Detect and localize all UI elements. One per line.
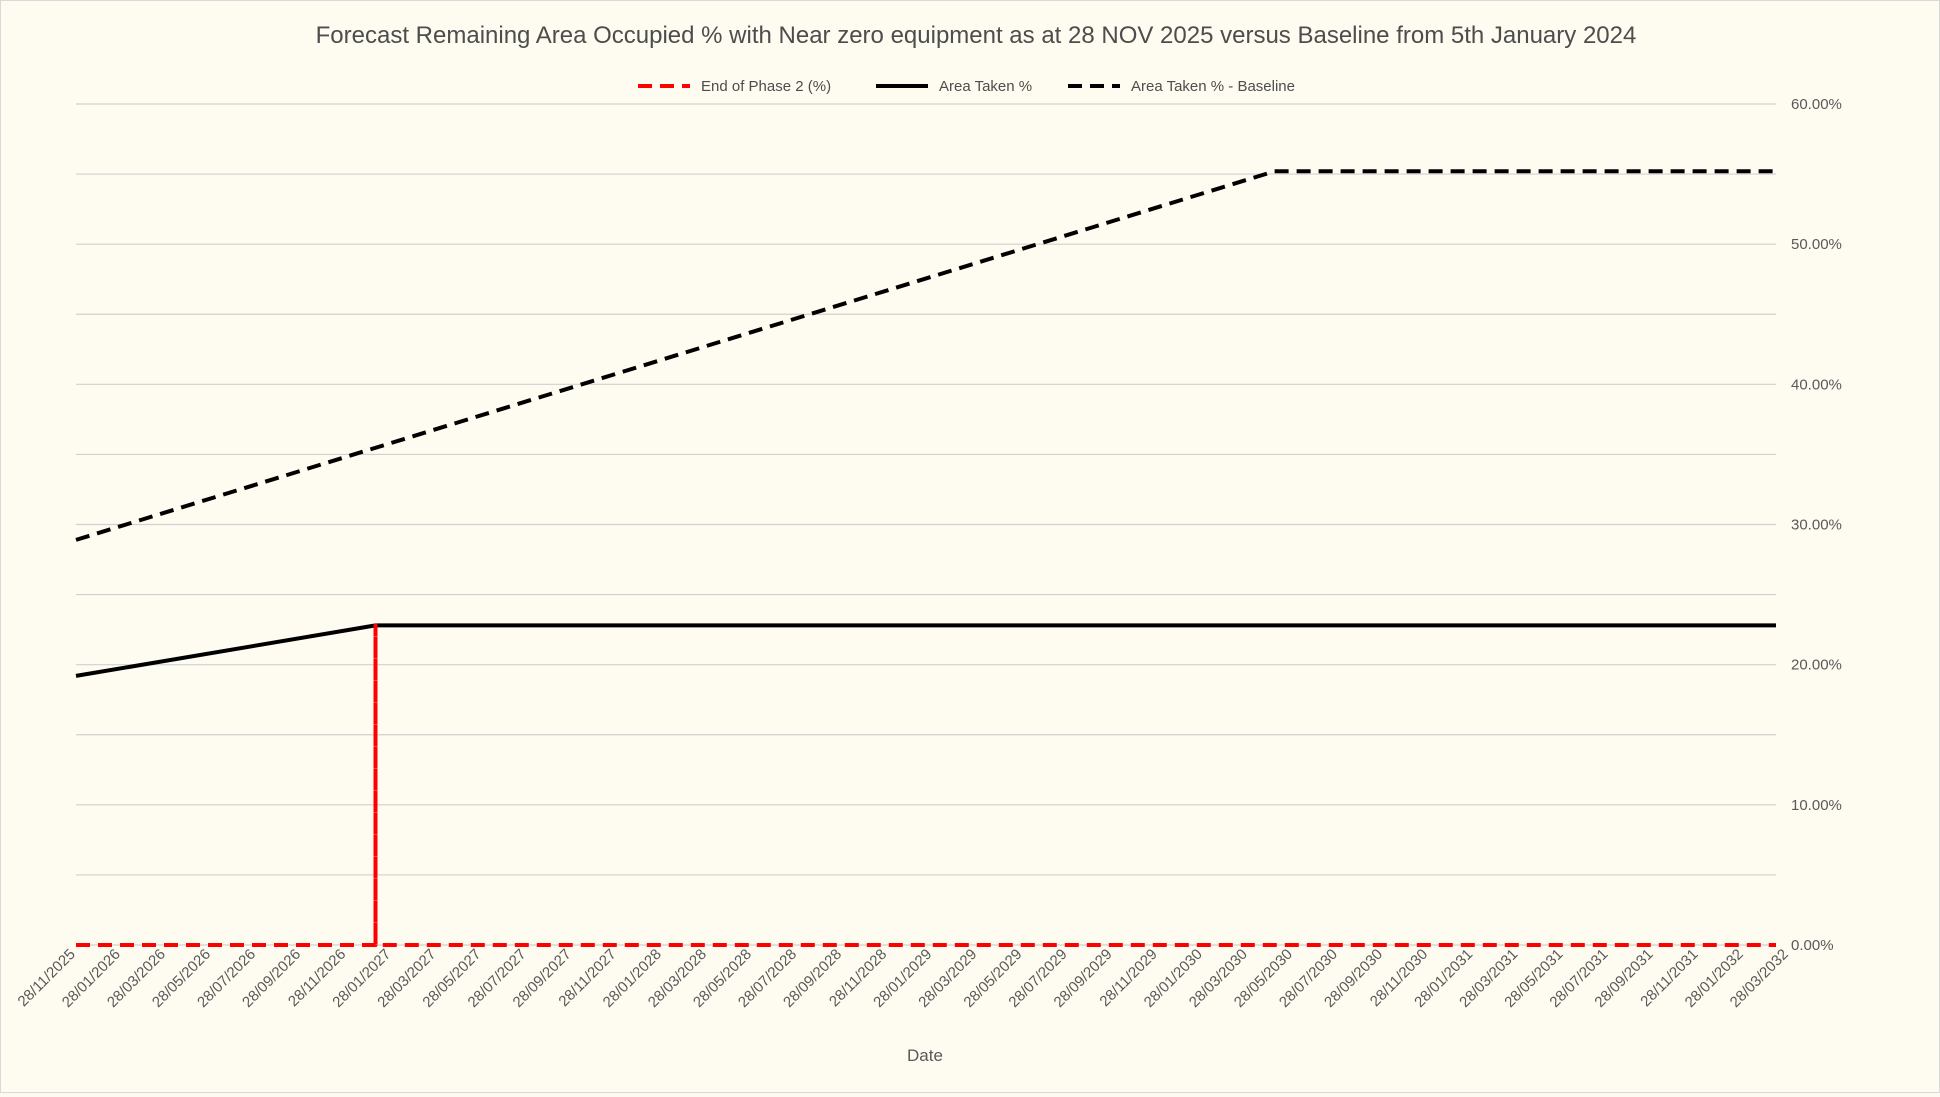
series-layer	[75, 169, 1776, 947]
chart-title: Forecast Remaining Area Occupied % with …	[316, 22, 1637, 49]
y-tick-label: 60.00%	[1791, 96, 1842, 113]
legend-label: Area Taken %	[939, 78, 1032, 95]
y-tick-label: 0.00%	[1791, 937, 1834, 954]
y-tick-label: 40.00%	[1791, 376, 1842, 393]
series-line-2	[75, 169, 1776, 542]
y-tick-label: 50.00%	[1791, 236, 1842, 253]
series-line-1	[75, 623, 1776, 678]
legend-label: Area Taken % - Baseline	[1131, 78, 1295, 95]
y-tick-label: 10.00%	[1791, 797, 1842, 814]
x-axis-tick-labels: 28/11/202528/01/202628/03/202628/05/2026…	[15, 946, 1792, 1011]
y-tick-label: 30.00%	[1791, 517, 1842, 534]
legend: End of Phase 2 (%) Area Taken % Area Taken…	[638, 78, 1295, 95]
x-axis-title: Date	[907, 1046, 943, 1065]
y-tick-label: 20.00%	[1791, 657, 1842, 674]
series-line-0	[76, 623, 1776, 947]
gridlines	[76, 103, 1776, 946]
legend-label: End of Phase 2 (%)	[701, 78, 831, 95]
y-axis-tick-labels: 0.00% 10.00% 20.00% 30.00% 40.00% 50.00% 60.00…	[1791, 96, 1842, 954]
